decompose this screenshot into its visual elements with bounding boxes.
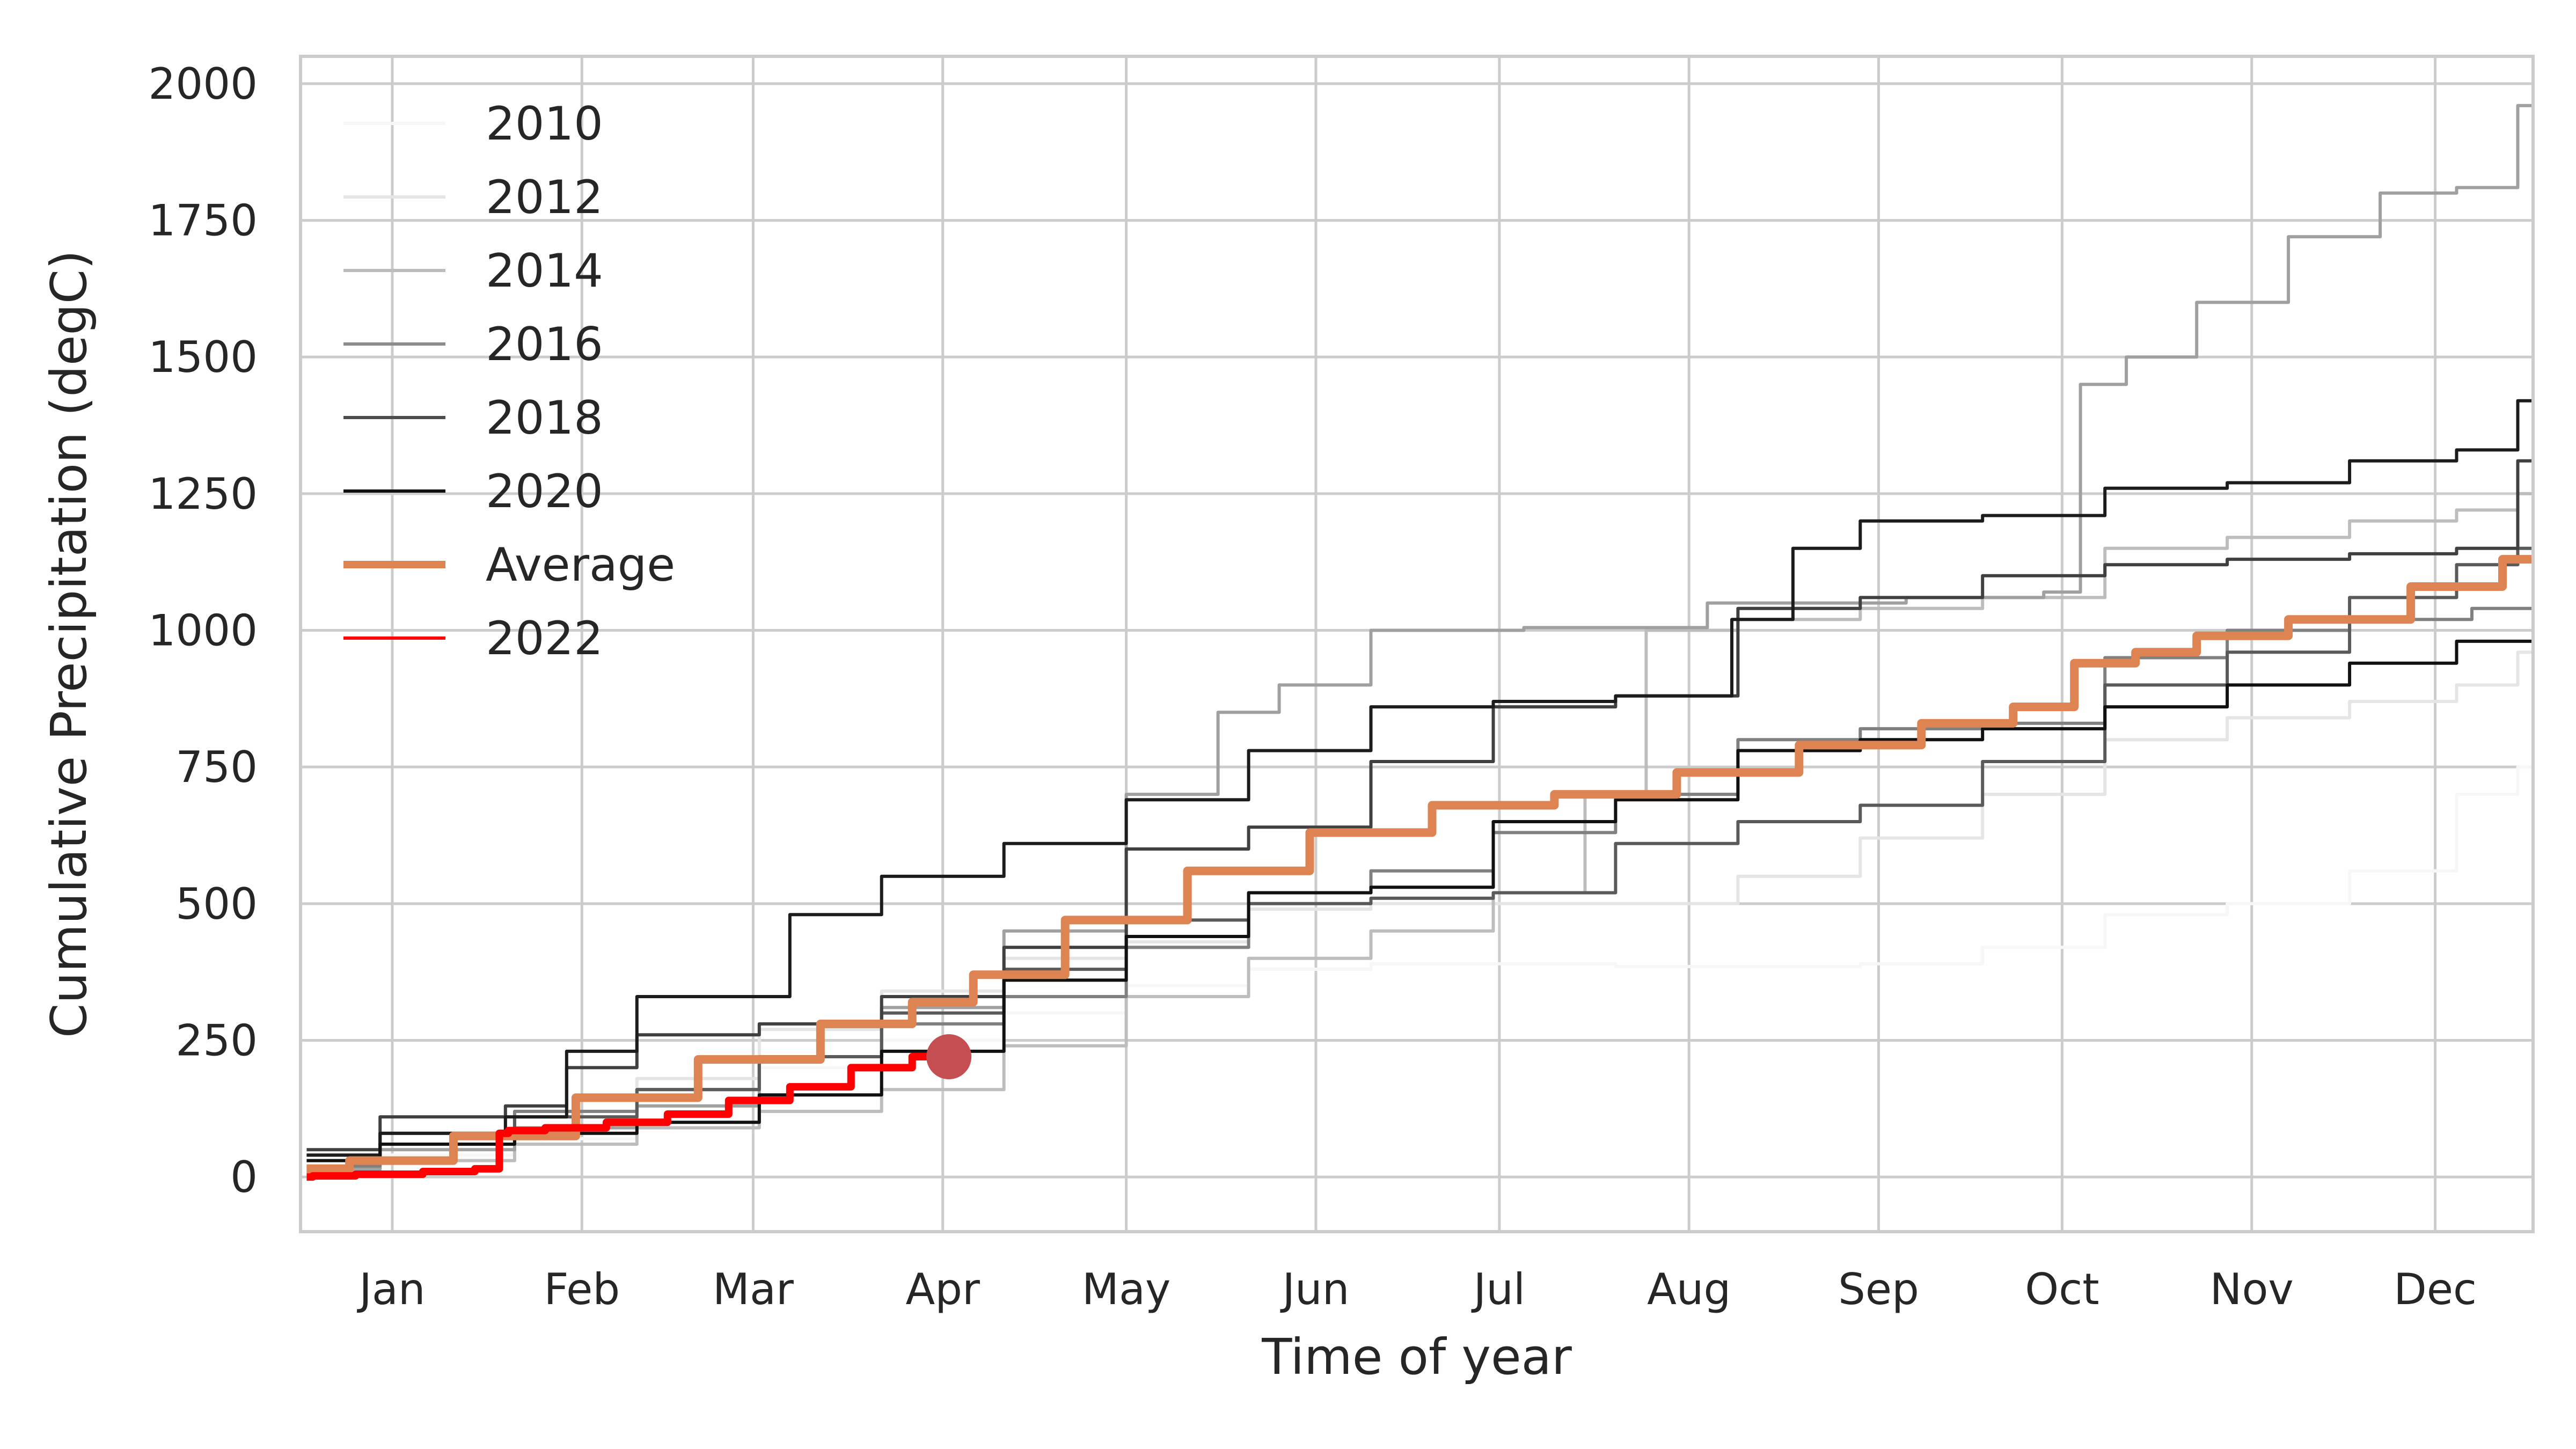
y-tick-label: 500 <box>175 879 258 929</box>
y-tick-label: 250 <box>175 1015 258 1065</box>
series-layer <box>306 104 2533 1181</box>
series-line-2020 <box>306 399 2533 1157</box>
legend-label: 2016 <box>486 318 603 371</box>
legend-label: 2010 <box>486 97 603 151</box>
series-line-2022 <box>306 1053 943 1181</box>
y-tick-label: 1500 <box>148 332 258 382</box>
y-tick-label: 2000 <box>148 59 258 109</box>
x-tick-label: Dec <box>2394 1264 2477 1314</box>
legend-label: 2012 <box>486 171 603 224</box>
x-axis-title: Time of year <box>1261 1328 1572 1386</box>
x-tick-label: Aug <box>1647 1264 1731 1314</box>
y-tick-label: 750 <box>175 742 258 792</box>
x-axis-ticks: Jan Feb Mar Apr May Jun Jul Aug Sep Oct Nov Dec <box>356 1264 2477 1314</box>
series-line-2020 <box>306 639 2533 1162</box>
series-line-2020 <box>306 459 2533 1152</box>
x-tick-label: Apr <box>906 1264 980 1314</box>
y-tick-label: 1750 <box>148 196 258 246</box>
y-tick-label: 0 <box>230 1152 258 1202</box>
marker-layer <box>926 1034 972 1080</box>
y-tick-label: 1250 <box>148 469 258 519</box>
x-tick-label: Jun <box>1279 1264 1349 1314</box>
x-tick-label: Jan <box>356 1264 425 1314</box>
x-tick-label: Feb <box>544 1264 620 1314</box>
series-line-2020 <box>306 546 2533 1157</box>
x-tick-label: Oct <box>2025 1264 2099 1314</box>
x-tick-label: Sep <box>1838 1264 1919 1314</box>
current-value-marker <box>926 1034 972 1080</box>
x-tick-label: May <box>1082 1264 1170 1314</box>
legend-label: 2018 <box>486 391 603 445</box>
plot-frame <box>299 55 2535 1233</box>
legend-label: 2014 <box>486 244 603 298</box>
x-tick-label: Nov <box>2210 1264 2294 1314</box>
y-axis-title: Cumulative Precipitation (degC) <box>40 250 98 1038</box>
x-tick-label: Jul <box>1471 1264 1526 1314</box>
y-tick-label: 1000 <box>148 606 258 656</box>
legend-label: 2022 <box>486 612 603 665</box>
legend-label: Average <box>486 538 675 592</box>
y-axis-ticks: 0 250 500 750 1000 1250 1500 1750 2000 <box>148 59 258 1202</box>
x-tick-label: Mar <box>713 1264 794 1314</box>
series-line-2012 <box>306 650 2533 1162</box>
legend: 2010 2012 2014 2016 2018 2020 Average 2022 <box>343 97 675 665</box>
series-line-average <box>306 555 2533 1173</box>
legend-label: 2020 <box>486 465 603 518</box>
